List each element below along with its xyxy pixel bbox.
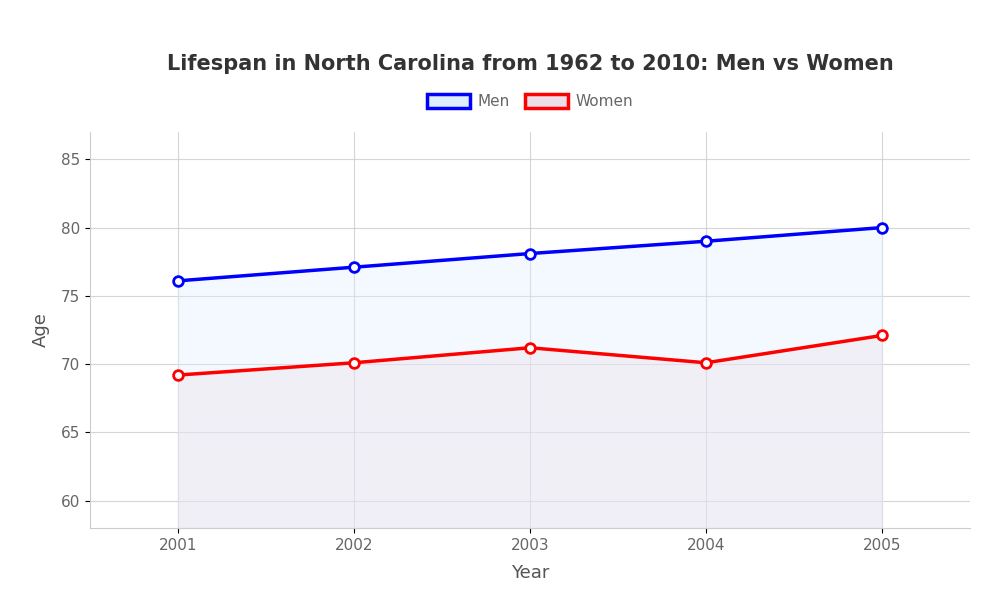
- Y-axis label: Age: Age: [32, 313, 50, 347]
- Title: Lifespan in North Carolina from 1962 to 2010: Men vs Women: Lifespan in North Carolina from 1962 to …: [167, 53, 893, 73]
- X-axis label: Year: Year: [511, 564, 549, 582]
- Legend: Men, Women: Men, Women: [421, 88, 639, 115]
